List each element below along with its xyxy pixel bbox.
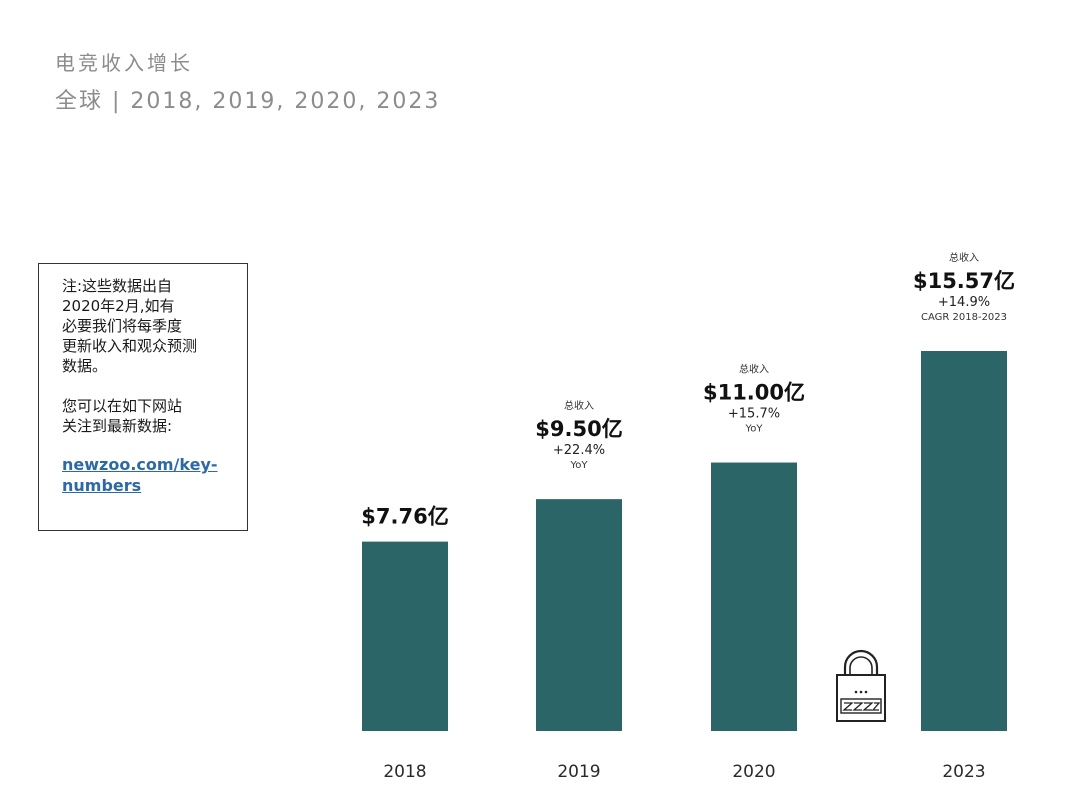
- note-box: 注:这些数据出自 2020年2月,如有 必要我们将每季度 更新收入和观众预测 数…: [38, 263, 248, 531]
- x-tick-label-2018: 2018: [383, 762, 426, 782]
- padlock-icon: [836, 649, 886, 722]
- value-label-2020: $11.00亿: [703, 381, 805, 405]
- bar-2018: [362, 541, 448, 731]
- labels-layer: 2018 $7.76亿 2019 YoY +22.4% 总收入 $9.50亿 2020 YoY +…: [361, 251, 1015, 782]
- x-tick-label-2019: 2019: [557, 762, 600, 782]
- growth-basis-2020: YoY: [744, 424, 763, 435]
- x-tick-label-2023: 2023: [942, 762, 985, 782]
- growth-basis-2023: CAGR 2018-2023: [921, 312, 1007, 323]
- total-revenue-caption-2020: 总收入: [739, 363, 769, 376]
- note-text: 注:这些数据出自 2020年2月,如有 必要我们将每季度 更新收入和观众预测 数…: [62, 277, 198, 435]
- bar-2020: [711, 462, 797, 731]
- growth-label-2020: +15.7%: [728, 407, 780, 422]
- growth-basis-2019: YoY: [569, 460, 588, 471]
- value-label-2019: $9.50亿: [535, 417, 622, 441]
- page-subtitle: 全球 | 2018, 2019, 2020, 2023: [55, 89, 441, 114]
- bar-2023: [921, 351, 1007, 731]
- value-label-2018: $7.76亿: [361, 505, 448, 529]
- growth-label-2023: +14.9%: [938, 295, 990, 310]
- x-tick-label-2020: 2020: [732, 762, 775, 782]
- total-revenue-caption-2019: 总收入: [564, 399, 594, 412]
- total-revenue-caption-2023: 总收入: [949, 251, 979, 264]
- bar-2019: [536, 499, 622, 731]
- bars-layer: [362, 351, 1007, 731]
- value-label-2023: $15.57亿: [913, 269, 1015, 293]
- newzoo-link[interactable]: newzoo.com/key- numbers: [62, 455, 218, 495]
- growth-label-2019: +22.4%: [553, 443, 605, 458]
- page-title: 电竞收入增长: [55, 51, 193, 75]
